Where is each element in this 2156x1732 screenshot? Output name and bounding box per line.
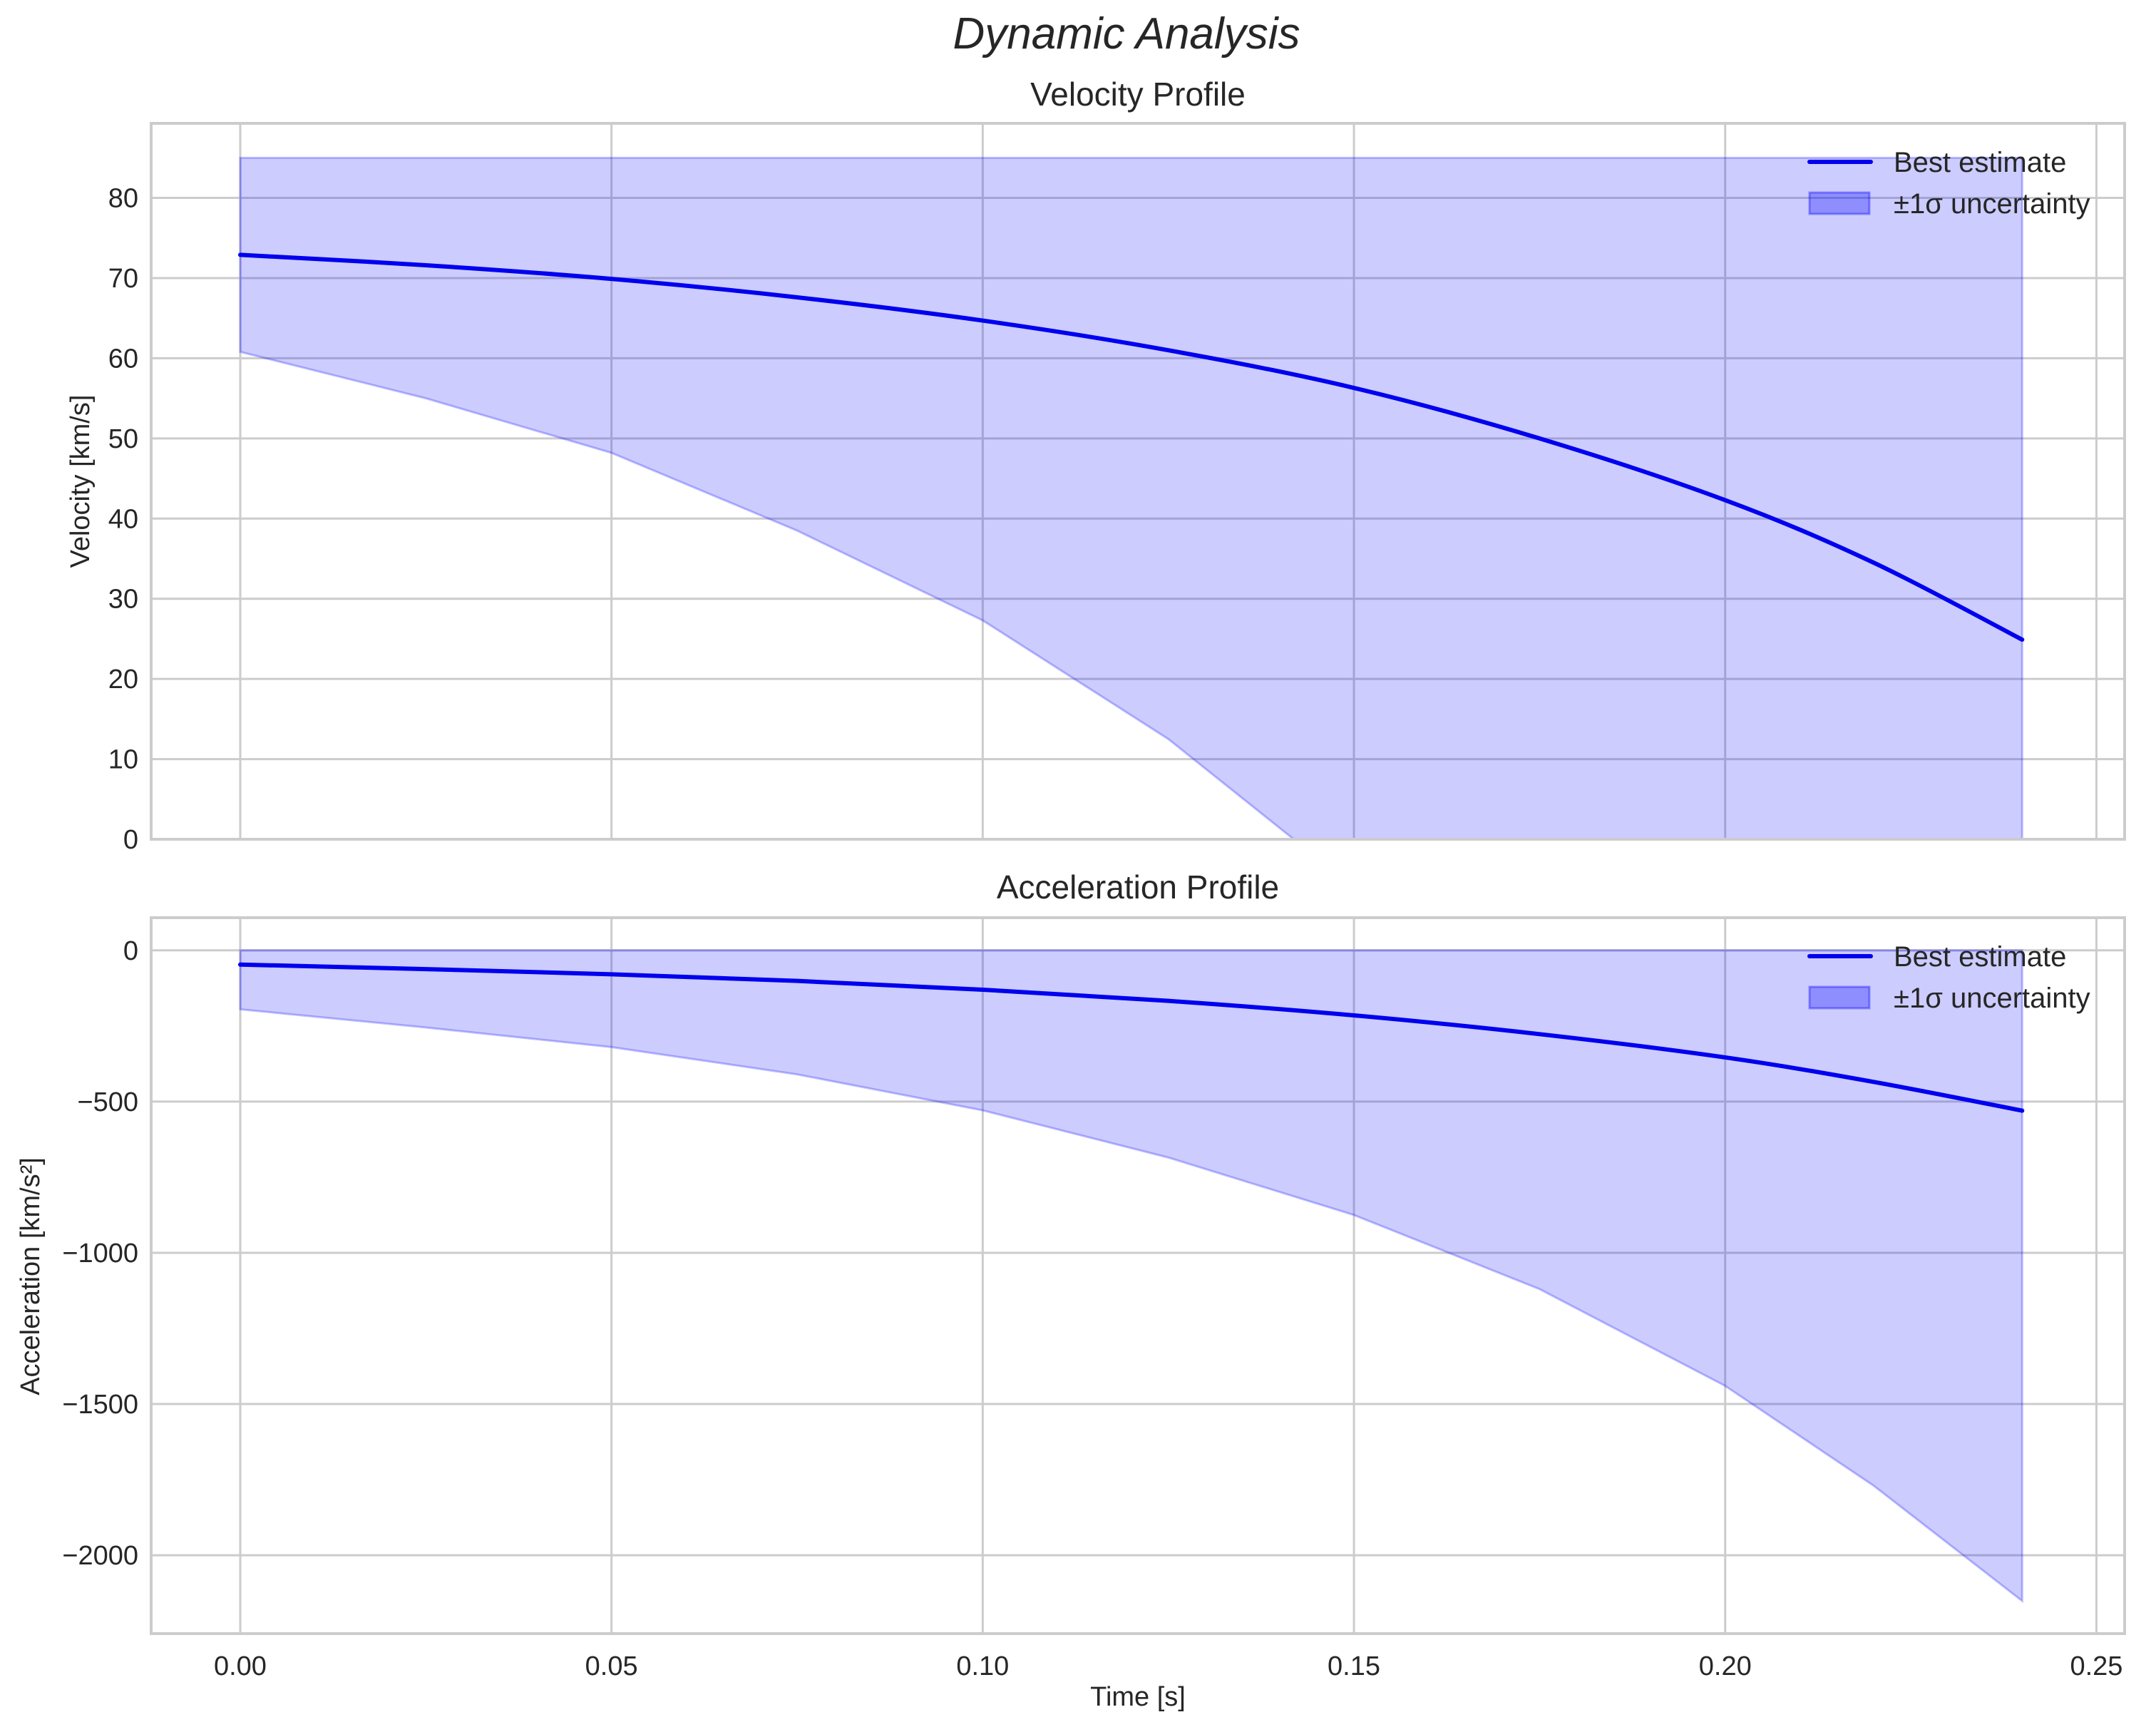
legend-label-best-estimate: Best estimate: [1894, 941, 2066, 973]
x-tick-label: 0.05: [585, 1651, 638, 1681]
velocity-axes-frame: [150, 122, 2126, 841]
y-tick-label: 50: [108, 424, 138, 454]
y-tick-label: 30: [108, 585, 138, 615]
velocity-grid: [151, 123, 2125, 841]
velocity-y-tick-labels: 0 10 20 30 40 50 60 70 80: [108, 184, 138, 855]
axes-spine: [150, 916, 2126, 1635]
y-tick-label: 60: [108, 344, 138, 374]
acceleration-best-estimate-line: [237, 962, 2025, 1113]
velocity-y-axis-label: Velocity [km/s]: [66, 395, 96, 568]
acceleration-grid: [151, 918, 2125, 1634]
time-x-tick-labels: 0.00 0.05 0.10 0.15 0.20 0.25: [214, 1651, 2122, 1681]
legend-label-uncertainty: ±1σ uncertainty: [1894, 188, 2090, 220]
y-tick-label: −1000: [62, 1239, 138, 1269]
axes-spine: [150, 122, 2126, 841]
y-tick-label: −500: [77, 1087, 138, 1117]
y-tick-label: 0: [123, 936, 138, 966]
acceleration-y-tick-labels: 0 −500 −1000 −1500 −2000: [62, 936, 138, 1571]
x-tick-label: 0.15: [1328, 1651, 1380, 1681]
legend-label-best-estimate: Best estimate: [1894, 147, 2066, 178]
acceleration-axes-frame: [150, 916, 2126, 1635]
y-tick-label: −2000: [62, 1541, 138, 1571]
time-x-axis-label: Time [s]: [1090, 1682, 1186, 1712]
acceleration-uncertainty-band: [239, 949, 2023, 1604]
legend-band-swatch: [1808, 985, 1871, 1010]
y-tick-label: 70: [108, 264, 138, 294]
y-tick-label: 0: [123, 825, 138, 855]
uncertainty-band-area: [239, 949, 2023, 1604]
figure-suptitle: Dynamic Analysis: [953, 9, 1300, 58]
acceleration-y-axis-label: Acceleration [km/s²]: [16, 1157, 46, 1395]
velocity-best-estimate-line: [237, 252, 2025, 642]
acceleration-panel: Acceleration Profile 0 −500 −1000 −1500 −200…: [16, 868, 2126, 1712]
y-tick-label: 80: [108, 184, 138, 214]
x-tick-label: 0.00: [214, 1651, 267, 1681]
velocity-panel: Velocity Profile 0 10 20 30 40 50 60 70 80 Veloc…: [66, 76, 2126, 855]
best-estimate-line: [237, 252, 2025, 642]
y-tick-label: −1500: [62, 1390, 138, 1420]
legend-label-uncertainty: ±1σ uncertainty: [1894, 983, 2090, 1014]
x-tick-label: 0.10: [956, 1651, 1009, 1681]
legend-band-swatch: [1808, 191, 1871, 215]
velocity-panel-title: Velocity Profile: [1030, 76, 1246, 113]
y-tick-label: 20: [108, 665, 138, 695]
acceleration-panel-title: Acceleration Profile: [997, 868, 1279, 906]
uncertainty-band-area: [239, 156, 2023, 839]
velocity-uncertainty-band: [239, 156, 2023, 839]
x-tick-label: 0.20: [1699, 1651, 1752, 1681]
velocity-legend: Best estimate ±1σ uncertainty: [1807, 147, 2090, 220]
best-estimate-line: [237, 962, 2025, 1113]
acceleration-legend: Best estimate ±1σ uncertainty: [1807, 941, 2090, 1014]
y-tick-label: 40: [108, 504, 138, 534]
y-tick-label: 10: [108, 745, 138, 775]
x-tick-label: 0.25: [2070, 1651, 2122, 1681]
